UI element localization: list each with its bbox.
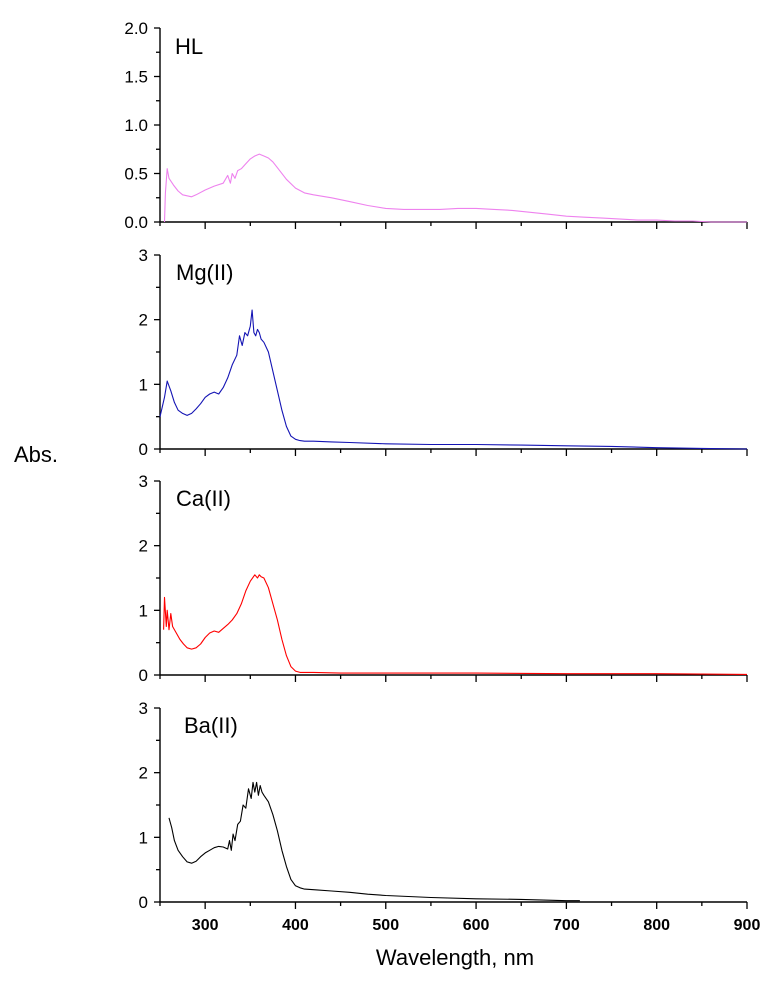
y-tick-label: 0 (139, 666, 148, 685)
y-tick-label: 2 (139, 537, 148, 556)
series-line (163, 574, 748, 675)
x-axis-title: Wavelength, nm (376, 945, 534, 970)
y-tick-label: 0.5 (124, 165, 148, 184)
y-tick-label: 0.0 (124, 213, 148, 232)
y-tick-label: 1.0 (124, 116, 148, 135)
x-tick-label: 300 (192, 917, 219, 934)
x-tick-label: 500 (372, 917, 399, 934)
y-axis-title: Abs. (14, 442, 58, 467)
panel-label: Ba(II) (184, 713, 238, 738)
series-line (163, 153, 747, 223)
panel-label: HL (175, 34, 203, 59)
y-tick-label: 1 (139, 601, 148, 620)
y-tick-label: 0 (139, 440, 148, 459)
x-tick-label: 900 (734, 917, 761, 934)
x-tick-label: 700 (553, 917, 580, 934)
y-tick-label: 3 (139, 246, 148, 265)
panel-1: 0 1 2 3 Mg(II) (139, 246, 748, 459)
x-tick-label: 800 (643, 917, 670, 934)
y-tick-label: 3 (139, 472, 148, 491)
series-line (168, 781, 580, 902)
panel-label: Mg(II) (176, 260, 233, 285)
series-line (159, 309, 748, 450)
panel-3: 0 1 2 3 Ba(II) (139, 699, 748, 912)
y-tick-label: 1 (139, 375, 148, 394)
y-tick-label: 3 (139, 699, 148, 718)
panel-0: 0.0 0.5 1.0 1.5 2.0 HL (124, 19, 748, 232)
y-tick-label: 2 (139, 311, 148, 330)
y-tick-label: 2 (139, 764, 148, 783)
x-tick-label: 600 (463, 917, 490, 934)
y-tick-label: 2.0 (124, 19, 148, 38)
y-tick-label: 1 (139, 828, 148, 847)
panel-label: Ca(II) (176, 486, 231, 511)
y-tick-label: 0 (139, 893, 148, 912)
x-tick-label: 400 (282, 917, 309, 934)
y-tick-label: 1.5 (124, 68, 148, 87)
panel-2: 0 1 2 3 Ca(II) (139, 472, 748, 685)
spectra-panels: 0.0 0.5 1.0 1.5 2.0 HL 0 1 2 3 Mg(II) 0 1 2 3 Ca(II) 0 1 2… (124, 19, 760, 934)
